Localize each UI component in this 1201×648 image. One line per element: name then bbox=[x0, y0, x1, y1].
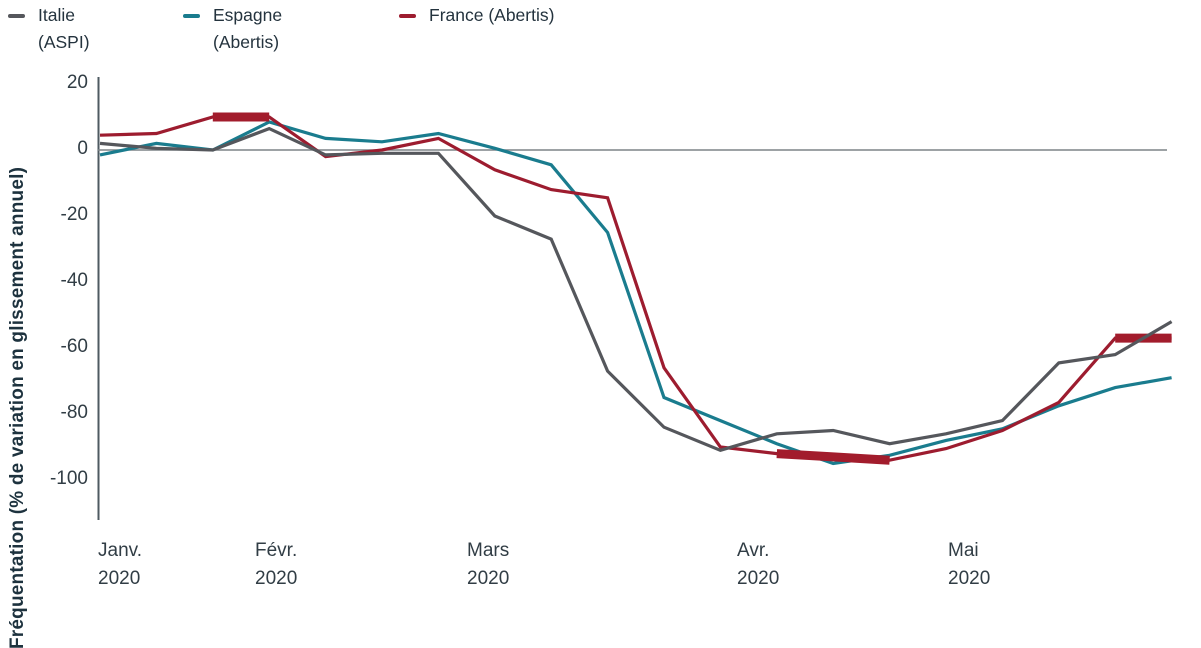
france-line-swatch bbox=[399, 14, 416, 18]
line-italie bbox=[99, 126, 1173, 452]
france-highlight-bar bbox=[776, 449, 890, 465]
y-tick-label: -100 bbox=[49, 468, 88, 489]
legend-label-italie: Italie (ASPI) bbox=[38, 5, 90, 52]
y-tick-label: -60 bbox=[60, 336, 88, 357]
line-france bbox=[99, 115, 1172, 462]
espagne-line-swatch bbox=[183, 14, 200, 18]
y-tick-label: 20 bbox=[66, 72, 88, 93]
italie-line-swatch bbox=[8, 14, 25, 18]
y-tick-label: -20 bbox=[60, 204, 88, 225]
legend-label-france: France (Abertis) bbox=[429, 5, 555, 25]
legend-label-espagne: Espagne (Abertis) bbox=[213, 5, 283, 52]
x-tick-label: Janv. 2020 bbox=[98, 540, 143, 589]
x-tick-label: Févr. 2020 bbox=[255, 540, 298, 589]
y-tick-label: 0 bbox=[77, 138, 88, 159]
y-tick-label: -80 bbox=[60, 402, 88, 423]
x-tick-label: Mai 2020 bbox=[948, 540, 991, 589]
y-tick-label: -40 bbox=[60, 270, 88, 291]
x-tick-label: Mars 2020 bbox=[467, 540, 510, 589]
x-tick-label: Avr. 2020 bbox=[737, 540, 780, 589]
